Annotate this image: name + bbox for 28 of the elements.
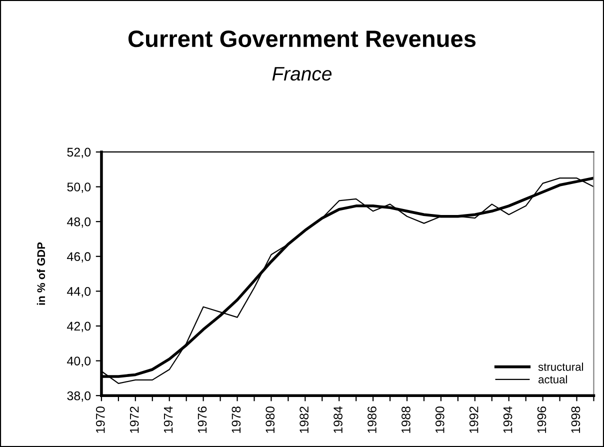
y-tick-label: 50,0 <box>67 182 91 193</box>
x-tick-label: 1972 <box>130 406 139 433</box>
x-tick-label: 1974 <box>164 406 173 433</box>
x-tick-label: 1996 <box>537 406 546 433</box>
legend-label: structural <box>538 362 583 371</box>
x-tick-label: 1986 <box>368 406 376 433</box>
x-tick-label: 1978 <box>232 406 241 433</box>
y-tick-label: 48,0 <box>67 217 91 228</box>
y-tick-label: 40,0 <box>67 356 91 367</box>
y-axis-title: in % of GDP <box>36 242 46 305</box>
x-tick-label: 1982 <box>300 406 309 433</box>
x-tick-label: 1976 <box>198 406 207 433</box>
y-tick-label: 52,0 <box>67 148 91 158</box>
x-tick-label: 1988 <box>402 406 410 433</box>
x-tick-label: 1970 <box>96 406 105 433</box>
y-tick-label: 42,0 <box>67 322 91 332</box>
y-tick-label: 46,0 <box>67 252 91 263</box>
chart-subtitle: France <box>272 67 332 81</box>
x-tick-label: 1980 <box>266 406 275 433</box>
y-tick-label: 38,0 <box>67 391 91 402</box>
x-tick-label: 1984 <box>334 406 342 433</box>
legend-label: actual <box>538 375 567 384</box>
x-tick-label: 1998 <box>571 406 580 433</box>
chart-title: Current Government Revenues <box>128 30 476 48</box>
y-tick-label: 44,0 <box>67 286 91 298</box>
x-tick-label: 1994 <box>503 406 512 433</box>
x-tick-label: 1990 <box>435 406 444 433</box>
x-tick-label: 1992 <box>469 406 478 433</box>
